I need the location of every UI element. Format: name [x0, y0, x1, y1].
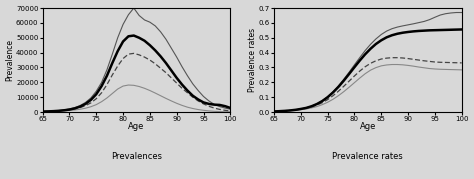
X-axis label: Age: Age: [360, 122, 376, 131]
X-axis label: Age: Age: [128, 122, 145, 131]
Text: Prevalences: Prevalences: [111, 152, 162, 161]
Text: Prevalence rates: Prevalence rates: [332, 152, 403, 161]
Y-axis label: Prevalence: Prevalence: [6, 39, 15, 81]
Y-axis label: Prevalence rates: Prevalence rates: [248, 28, 257, 92]
